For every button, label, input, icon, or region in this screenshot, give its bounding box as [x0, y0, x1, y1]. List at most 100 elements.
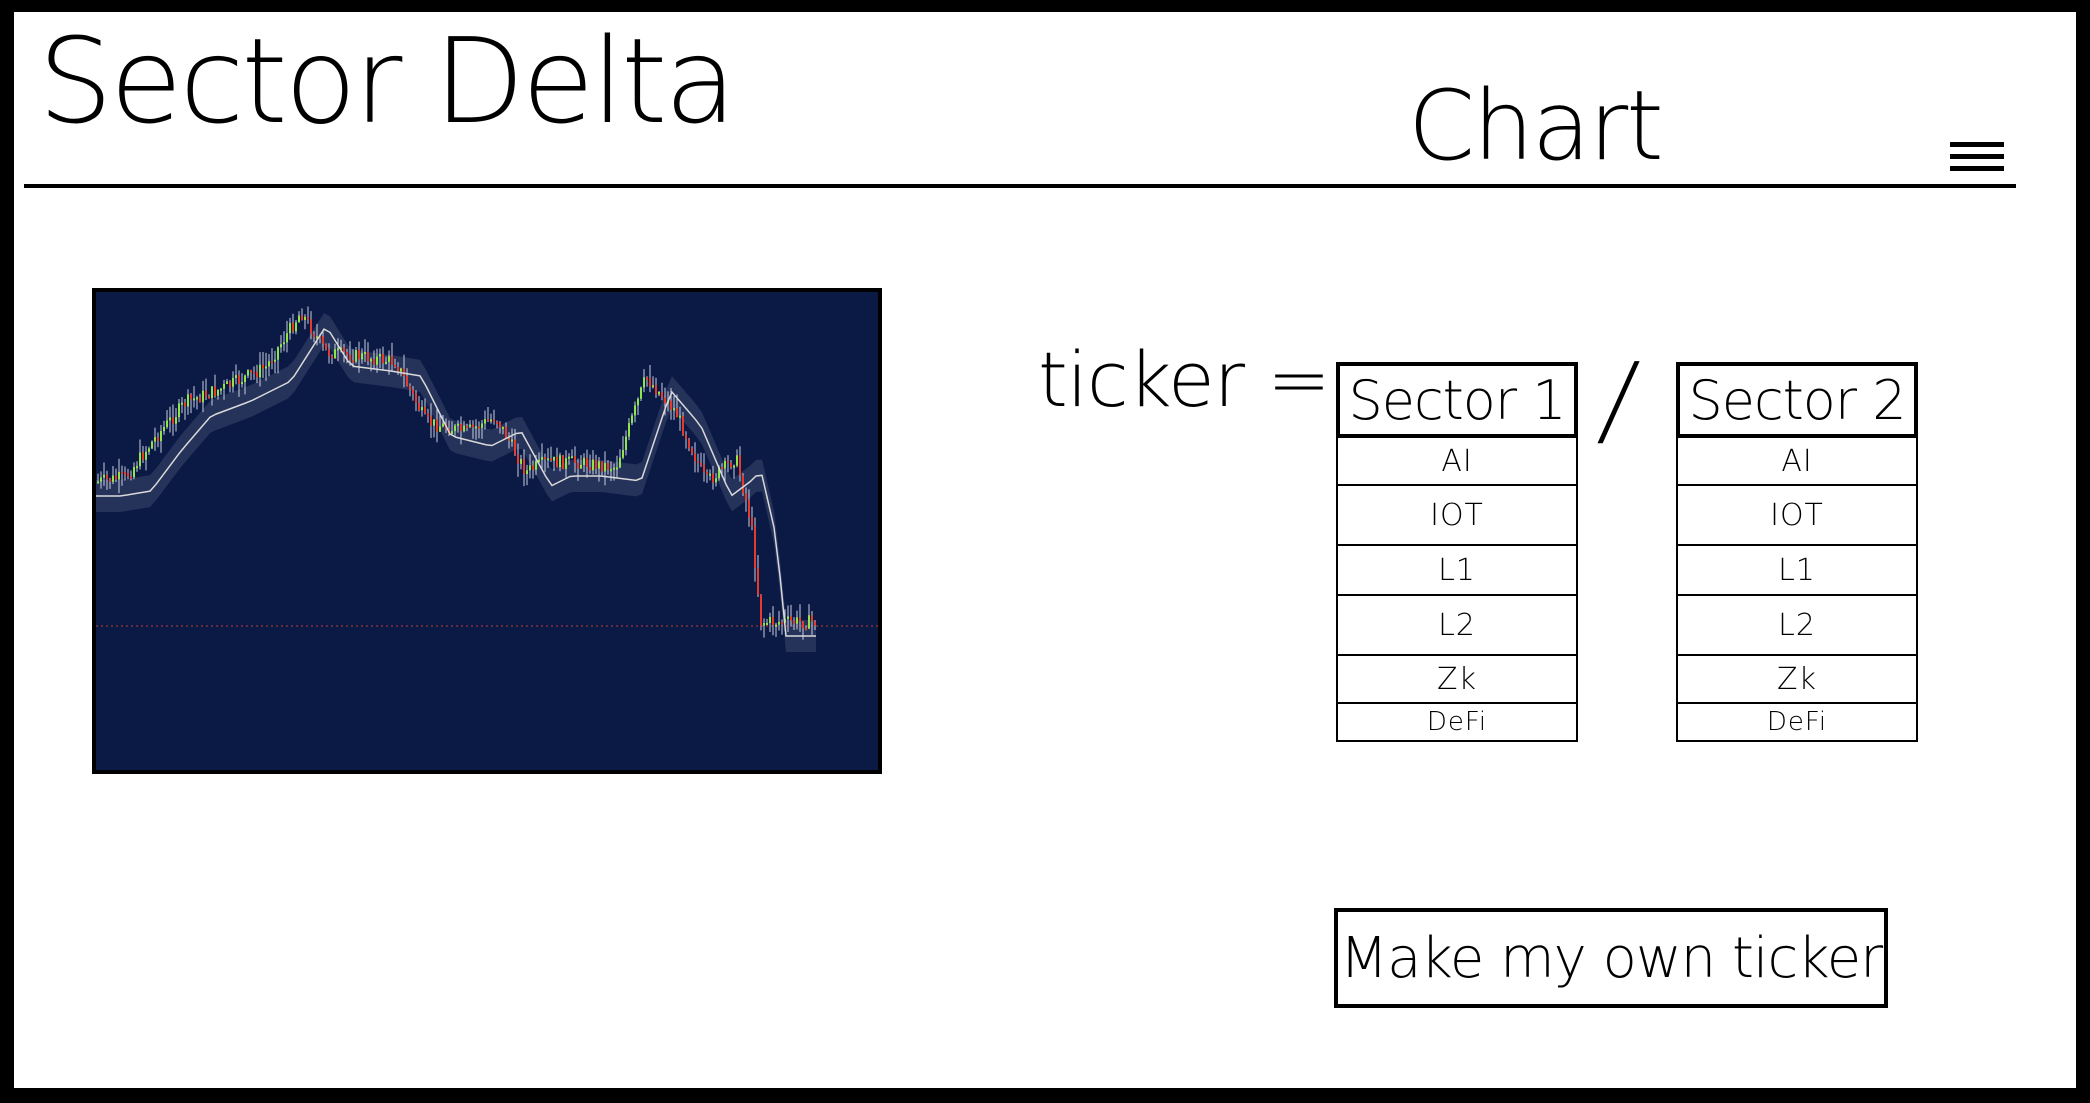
candle-body	[772, 616, 774, 625]
candle-body	[370, 359, 372, 362]
candle-body	[187, 394, 189, 407]
candle-body	[244, 375, 246, 383]
sector-1-title[interactable]: Sector 1	[1336, 362, 1578, 438]
candle-body	[394, 364, 396, 367]
candle-body	[106, 474, 108, 479]
candle-body	[568, 456, 570, 459]
candle-body	[514, 439, 516, 455]
sector-2-item-defi[interactable]: DeFi	[1678, 702, 1916, 740]
candle-body	[631, 415, 633, 424]
candle-body	[724, 460, 726, 469]
candle-body	[487, 419, 489, 422]
candle-body	[220, 388, 222, 391]
candle-body	[349, 354, 351, 361]
candle-body	[778, 622, 780, 625]
sector-2-item-l1[interactable]: L1	[1678, 544, 1916, 594]
candle-body	[373, 359, 375, 365]
candle-body	[577, 462, 579, 469]
candle-body	[226, 381, 228, 384]
candle-body	[400, 368, 402, 372]
candle-body	[490, 419, 492, 422]
sector-2-item-iot[interactable]: IOT	[1678, 484, 1916, 544]
candle-body	[451, 431, 453, 435]
candle-body	[397, 366, 399, 372]
candle-body	[586, 457, 588, 467]
sector-1-item-iot[interactable]: IOT	[1338, 484, 1576, 544]
candle-body	[805, 628, 807, 631]
candle-body	[811, 615, 813, 622]
candle-body	[505, 426, 507, 439]
price-chart-canvas	[96, 306, 878, 652]
candle-body	[181, 402, 183, 405]
make-own-ticker-button[interactable]: Make my own ticker	[1334, 908, 1888, 1008]
candle-body	[268, 361, 270, 367]
candle-body	[346, 352, 348, 355]
candle-body	[790, 616, 792, 621]
candle-body	[433, 419, 435, 426]
candle-body	[640, 387, 642, 399]
price-chart[interactable]	[92, 288, 882, 774]
sector-2-list: AI IOT L1 L2 Zk DeFi	[1676, 438, 1918, 742]
candle-body	[157, 437, 159, 442]
sector-2-title[interactable]: Sector 2	[1676, 362, 1918, 438]
candle-body	[643, 377, 645, 388]
candle-body	[565, 458, 567, 469]
candle-body	[340, 347, 342, 350]
candle-body	[271, 361, 273, 364]
candle-body	[163, 426, 165, 432]
candle-body	[529, 465, 531, 471]
sector-2-item-l2[interactable]: L2	[1678, 594, 1916, 654]
candle-body	[799, 617, 801, 622]
candle-body	[379, 354, 381, 357]
sector-1-item-ai[interactable]: AI	[1338, 438, 1576, 484]
candle-body	[247, 370, 249, 376]
candle-body	[145, 451, 147, 460]
candle-body	[232, 378, 234, 387]
candle-body	[325, 343, 327, 350]
hamburger-menu-icon[interactable]	[1948, 134, 2006, 180]
candle-body	[574, 456, 576, 463]
candle-body	[316, 336, 318, 339]
candle-body	[637, 398, 639, 406]
candle-body	[103, 474, 105, 478]
sector-2-item-zk[interactable]: Zk	[1678, 654, 1916, 702]
candle-body	[250, 370, 252, 373]
candle-body	[286, 333, 288, 343]
candle-body	[283, 342, 285, 345]
candle-body	[619, 457, 621, 468]
sector-1-item-l2[interactable]: L2	[1338, 594, 1576, 654]
candle-body	[289, 323, 291, 334]
sector-1-item-zk[interactable]: Zk	[1338, 654, 1576, 702]
candle-body	[301, 315, 303, 321]
candle-body	[139, 452, 141, 467]
sector-1-item-defi[interactable]: DeFi	[1338, 702, 1576, 740]
candle-body	[205, 390, 207, 397]
candle-body	[424, 407, 426, 414]
candle-body	[559, 455, 561, 468]
candle-body	[388, 355, 390, 362]
candle-body	[682, 415, 684, 436]
candle-body	[241, 382, 243, 385]
candle-body	[532, 465, 534, 470]
candle-body	[517, 454, 519, 464]
candle-body	[403, 368, 405, 376]
candle-body	[439, 426, 441, 432]
sector-1-item-l1[interactable]: L1	[1338, 544, 1576, 594]
candle-body	[535, 461, 537, 470]
candle-body	[499, 422, 501, 428]
candle-body	[709, 473, 711, 476]
candle-body	[748, 500, 750, 518]
candle-body	[730, 462, 732, 468]
candle-body	[265, 366, 267, 369]
candle-body	[556, 456, 558, 468]
sector-1-list: AI IOT L1 L2 Zk DeFi	[1336, 438, 1578, 742]
candle-body	[484, 419, 486, 424]
sector-2-item-ai[interactable]: AI	[1678, 438, 1916, 484]
candle-body	[352, 360, 354, 363]
candle-body	[583, 457, 585, 465]
candle-body	[358, 349, 360, 360]
candle-body	[238, 375, 240, 384]
candle-body	[208, 396, 210, 399]
candle-body	[814, 621, 816, 626]
candle-body	[616, 467, 618, 470]
